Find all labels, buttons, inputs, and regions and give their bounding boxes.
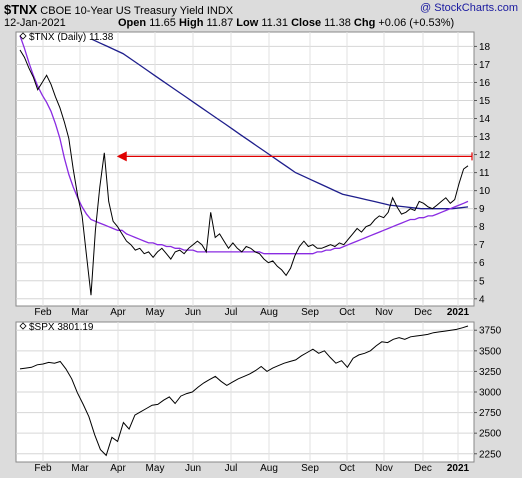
exchange: INDX [206, 5, 234, 17]
y-tick-label: 4 [479, 294, 485, 305]
x-tick-label: Jul [225, 463, 238, 474]
x-tick-label: Aug [260, 307, 278, 318]
y-tick-label: 14 [479, 114, 491, 125]
x-tick-label: Apr [110, 463, 126, 474]
spx-panel: 2250 2500 2750 3000 3250 3500 3750 Feb Mar Apr May… [15, 321, 502, 474]
high-value: 11.87 [206, 17, 234, 29]
y-tick-label: 2750 [479, 408, 502, 419]
symbol: $TNX [4, 2, 38, 17]
x-tick-label: Aug [260, 463, 278, 474]
x-tick-label: Apr [110, 307, 126, 318]
ma-long-line [91, 38, 469, 210]
x-tick-label: Dec [414, 307, 432, 318]
open-label: Open [118, 17, 147, 29]
quote-values: Open 11.65 High 11.87 Low 11.31 Close 11… [118, 17, 454, 29]
legend-label: $SPX 3801.19 [29, 322, 94, 333]
quote-date: 12-Jan-2021 [4, 17, 66, 29]
x-tick-label: Mar [71, 463, 89, 474]
resistance-arrowhead [116, 151, 127, 162]
x-tick-label: Sep [301, 463, 319, 474]
x-tick-label: Nov [375, 307, 393, 318]
x-tick-label: Jun [185, 463, 201, 474]
y-tick-label: 7 [479, 240, 485, 251]
y-tick-label: 9 [479, 204, 485, 215]
y-tick-label: 2250 [479, 449, 502, 460]
tnx-panel: 4 5 6 7 8 9 10 11 12 13 14 15 16 17 18 Feb Mar Apr May Jun J… [15, 31, 491, 318]
open-value: 11.65 [149, 17, 176, 29]
y-tick-label: 15 [479, 96, 491, 107]
quote-row: 12-Jan-2021 Open 11.65 High 11.87 Low 11… [0, 17, 522, 30]
y-tick-label: 5 [479, 276, 485, 287]
close-label: Close [291, 17, 322, 29]
y-tick-label: 13 [479, 132, 491, 143]
y-tick-label: 3500 [479, 346, 502, 357]
price-line [19, 49, 469, 296]
instrument-name: CBOE 10-Year US Treasury Yield [40, 5, 204, 17]
legend-marker-icon [19, 322, 27, 330]
chg-value: +0.06 (+0.53%) [378, 17, 455, 29]
y-tick-label: 2500 [479, 429, 502, 440]
x-tick-label: Sep [301, 307, 319, 318]
x-tick-label: 2021 [447, 463, 470, 474]
x-tick-label: Dec [414, 463, 432, 474]
legend: $TNX (Daily) 11.38 [19, 32, 114, 43]
legend: $SPX 3801.19 [19, 322, 94, 333]
y-tick-label: 3750 [479, 326, 502, 337]
y-tick-label: 8 [479, 222, 485, 233]
low-label: Low [236, 17, 259, 29]
high-label: High [178, 17, 204, 29]
y-tick-label: 18 [479, 42, 491, 53]
ma-short-line [19, 35, 469, 255]
y-tick-label: 10 [479, 186, 491, 197]
y-tick-label: 6 [479, 258, 485, 269]
chg-label: Chg [353, 17, 376, 29]
price-line [19, 325, 469, 457]
x-tick-label: Jun [185, 307, 201, 318]
watermark: @ StockCharts.com [420, 2, 518, 14]
y-tick-label: 3000 [479, 388, 502, 399]
legend-marker-icon [19, 32, 27, 40]
y-tick-label: 17 [479, 60, 491, 71]
y-tick-label: 3250 [479, 367, 502, 378]
x-tick-label: Nov [375, 463, 393, 474]
x-tick-label: Feb [34, 463, 52, 474]
y-tick-label: 12 [479, 150, 491, 161]
y-tick-label: 16 [479, 78, 491, 89]
x-tick-label: May [146, 307, 165, 318]
title-line: $TNX CBOE 10-Year US Treasury Yield INDX [4, 2, 233, 17]
x-tick-label: Mar [71, 307, 89, 318]
y-tick-label: 11 [479, 168, 490, 179]
plot-area [15, 31, 475, 307]
x-tick-label: Oct [339, 307, 355, 318]
x-tick-label: 2021 [447, 307, 470, 318]
low-value: 11.31 [261, 17, 289, 29]
x-tick-label: Oct [339, 463, 355, 474]
x-tick-label: Jul [225, 307, 238, 318]
close-value: 11.38 [324, 17, 351, 29]
x-tick-label: May [146, 463, 165, 474]
x-tick-label: Feb [34, 307, 52, 318]
chart-header-row: $TNX CBOE 10-Year US Treasury Yield INDX… [0, 2, 522, 17]
legend-label: $TNX (Daily) 11.38 [29, 32, 114, 43]
